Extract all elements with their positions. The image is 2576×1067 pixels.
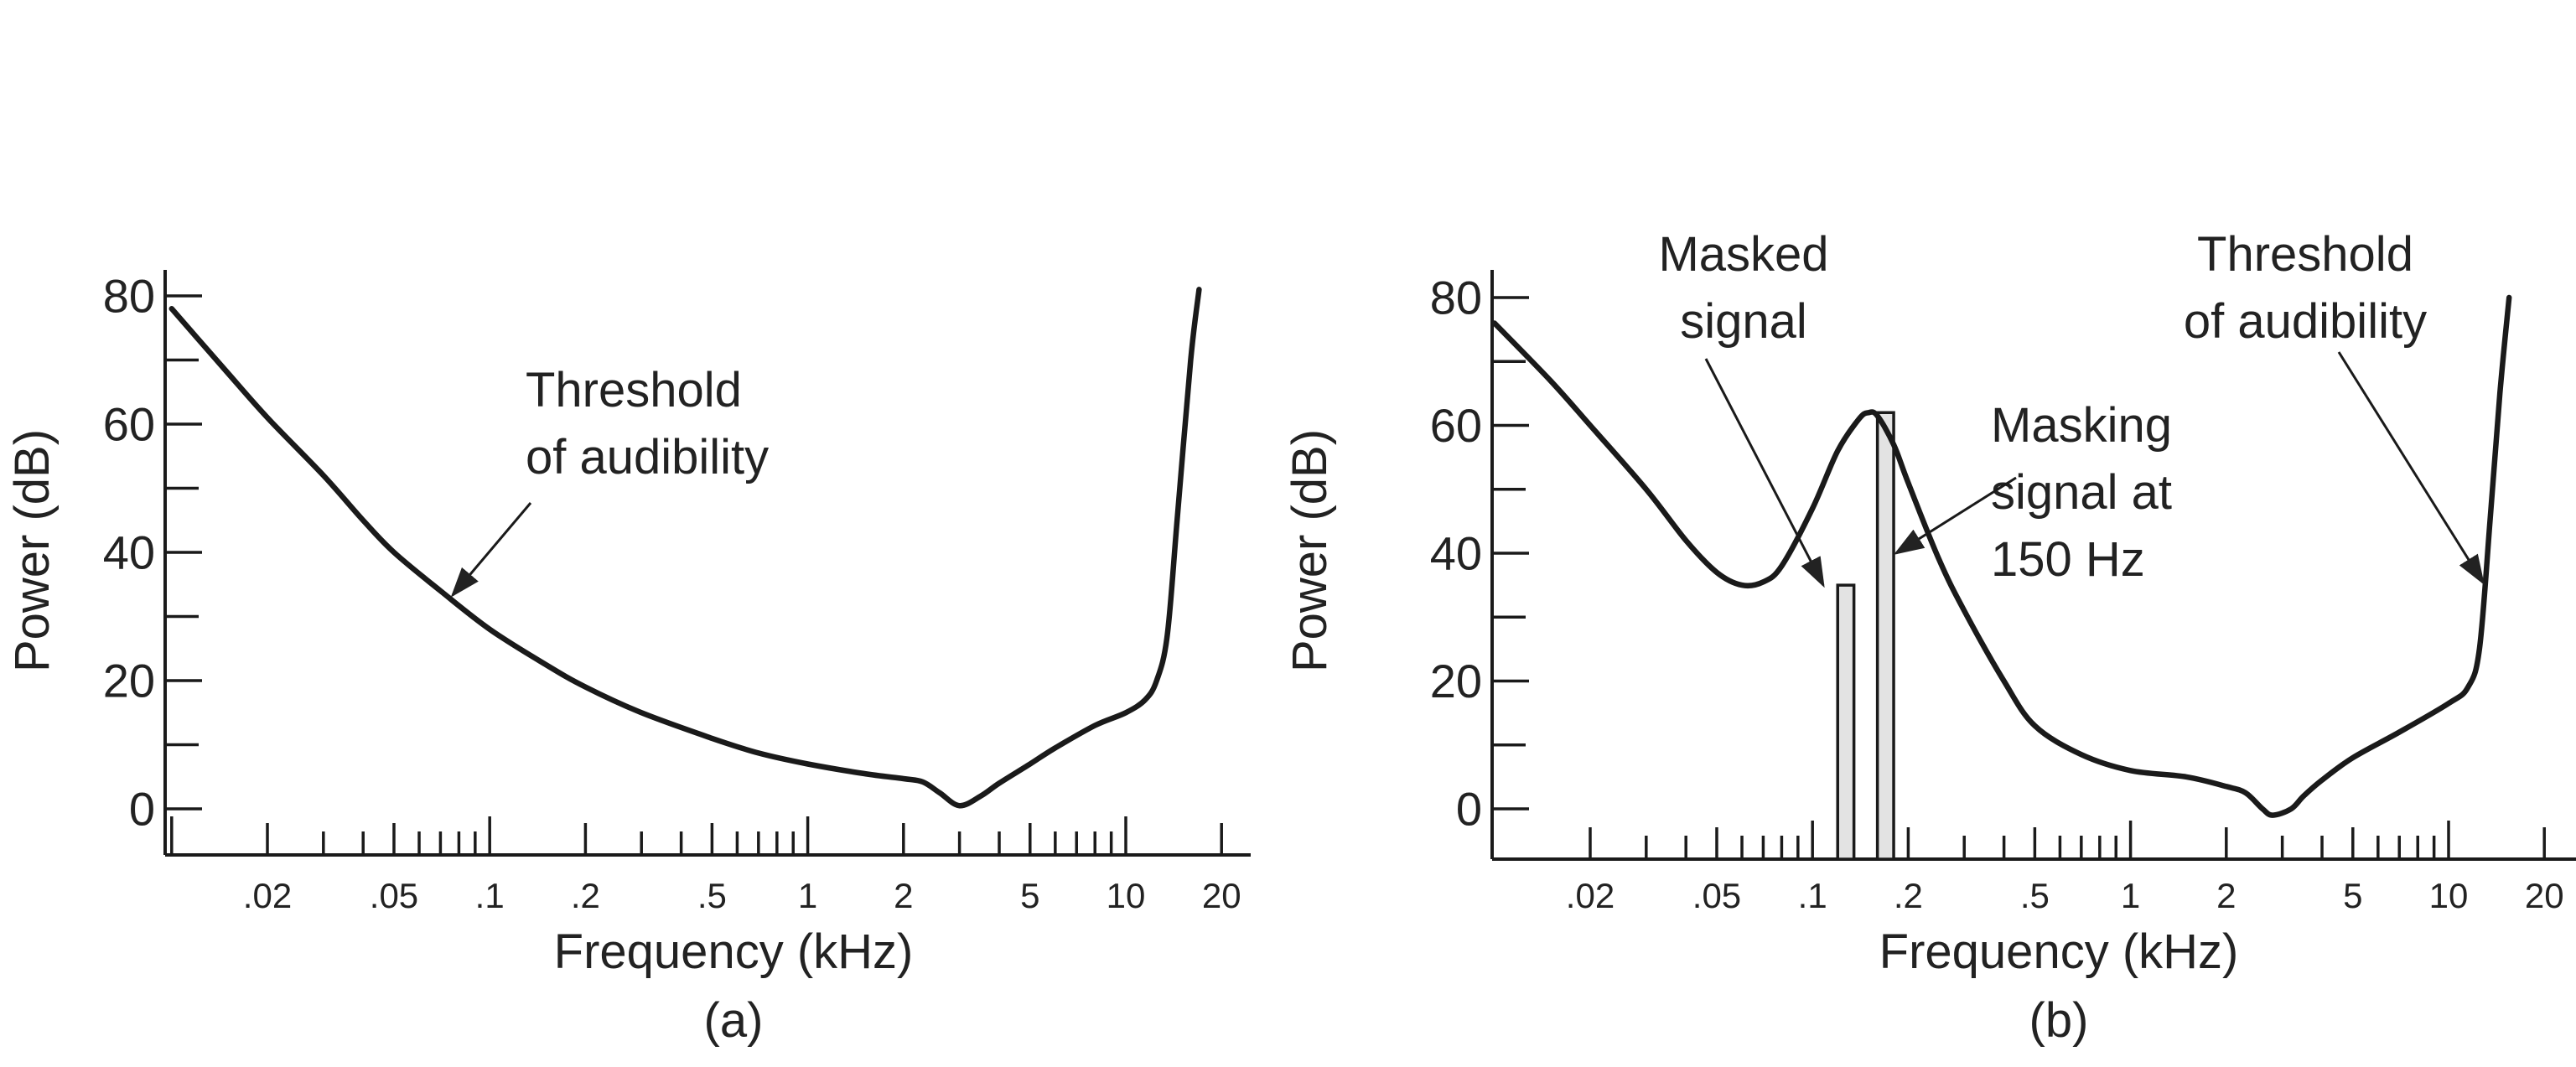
x-tick-label: 20 bbox=[1202, 876, 1241, 915]
annotation-arrow bbox=[1704, 358, 1825, 588]
annotation-text: signal bbox=[1680, 294, 1807, 349]
annotation-text: of audibility bbox=[526, 430, 769, 484]
y-tick-label: 20 bbox=[1430, 655, 1482, 707]
y-axis-label: Power (dB) bbox=[5, 429, 60, 672]
signal-bar bbox=[1836, 583, 1856, 861]
annotation-text: 150 Hz bbox=[1991, 532, 2145, 587]
y-tick-label: 20 bbox=[103, 655, 155, 707]
x-tick-label: .5 bbox=[2020, 876, 2050, 915]
x-tick-label: .2 bbox=[1894, 876, 1923, 915]
x-tick-label: 10 bbox=[2429, 876, 2469, 915]
x-tick-label: .1 bbox=[1798, 876, 1827, 915]
annotation-arrow bbox=[450, 502, 532, 598]
threshold-curve bbox=[168, 287, 1202, 809]
x-tick-label: .05 bbox=[370, 876, 418, 915]
x-tick-label: 2 bbox=[2216, 876, 2236, 915]
x-tick-label: .2 bbox=[571, 876, 600, 915]
signal-bar bbox=[1875, 411, 1895, 861]
x-tick-label: .02 bbox=[243, 876, 292, 915]
annotation-text: Masked bbox=[1658, 227, 1828, 282]
annotation-text: Threshold bbox=[2197, 227, 2413, 282]
y-tick-label: 80 bbox=[1430, 272, 1482, 324]
panel-label: (b) bbox=[2029, 993, 2089, 1048]
y-tick-label: 60 bbox=[103, 398, 155, 451]
panel-a: 0 20 40 60 80 .02 .05 .1 .2 .5 1 2 5 10 20 Frequency (k… bbox=[5, 270, 1251, 1048]
y-axis-label: Power (dB) bbox=[1283, 429, 1337, 672]
y-tick-label: 40 bbox=[103, 526, 155, 579]
x-tick-label: 1 bbox=[798, 876, 817, 915]
panel-b: 0 20 40 60 80 .02 .05 .1 .2 .5 1 2 5 10 20 Frequency (k… bbox=[1283, 227, 2576, 1048]
x-tick-label: .5 bbox=[697, 876, 727, 915]
x-tick-label: 20 bbox=[2525, 876, 2564, 915]
y-tick-label: 0 bbox=[1456, 783, 1482, 836]
y-tick-label: 80 bbox=[103, 270, 155, 323]
x-tick-label: 1 bbox=[2121, 876, 2140, 915]
threshold-curve bbox=[1491, 294, 2512, 818]
x-tick-label: .05 bbox=[1692, 876, 1741, 915]
x-tick-label: 2 bbox=[894, 876, 913, 915]
y-tick-label: 40 bbox=[1430, 527, 1482, 580]
x-tick-label: 5 bbox=[2343, 876, 2362, 915]
x-tick-label: .1 bbox=[475, 876, 505, 915]
annotation-arrow bbox=[1893, 476, 2017, 555]
x-tick-label: 10 bbox=[1107, 876, 1146, 915]
annotation-text: signal at bbox=[1991, 465, 2172, 520]
panel-label: (a) bbox=[704, 993, 764, 1048]
annotation-text: of audibility bbox=[2184, 294, 2427, 349]
x-axis-label: Frequency (kHz) bbox=[1879, 925, 2239, 979]
x-tick-label: 5 bbox=[1020, 876, 1039, 915]
y-tick-label: 60 bbox=[1430, 399, 1482, 452]
annotation-arrow bbox=[2337, 351, 2485, 586]
annotation-text: Threshold bbox=[526, 363, 742, 417]
x-axis-label: Frequency (kHz) bbox=[554, 925, 914, 979]
y-tick-label: 0 bbox=[129, 783, 155, 836]
annotation-text: Masking bbox=[1991, 398, 2172, 453]
x-tick-label: .02 bbox=[1566, 876, 1615, 915]
